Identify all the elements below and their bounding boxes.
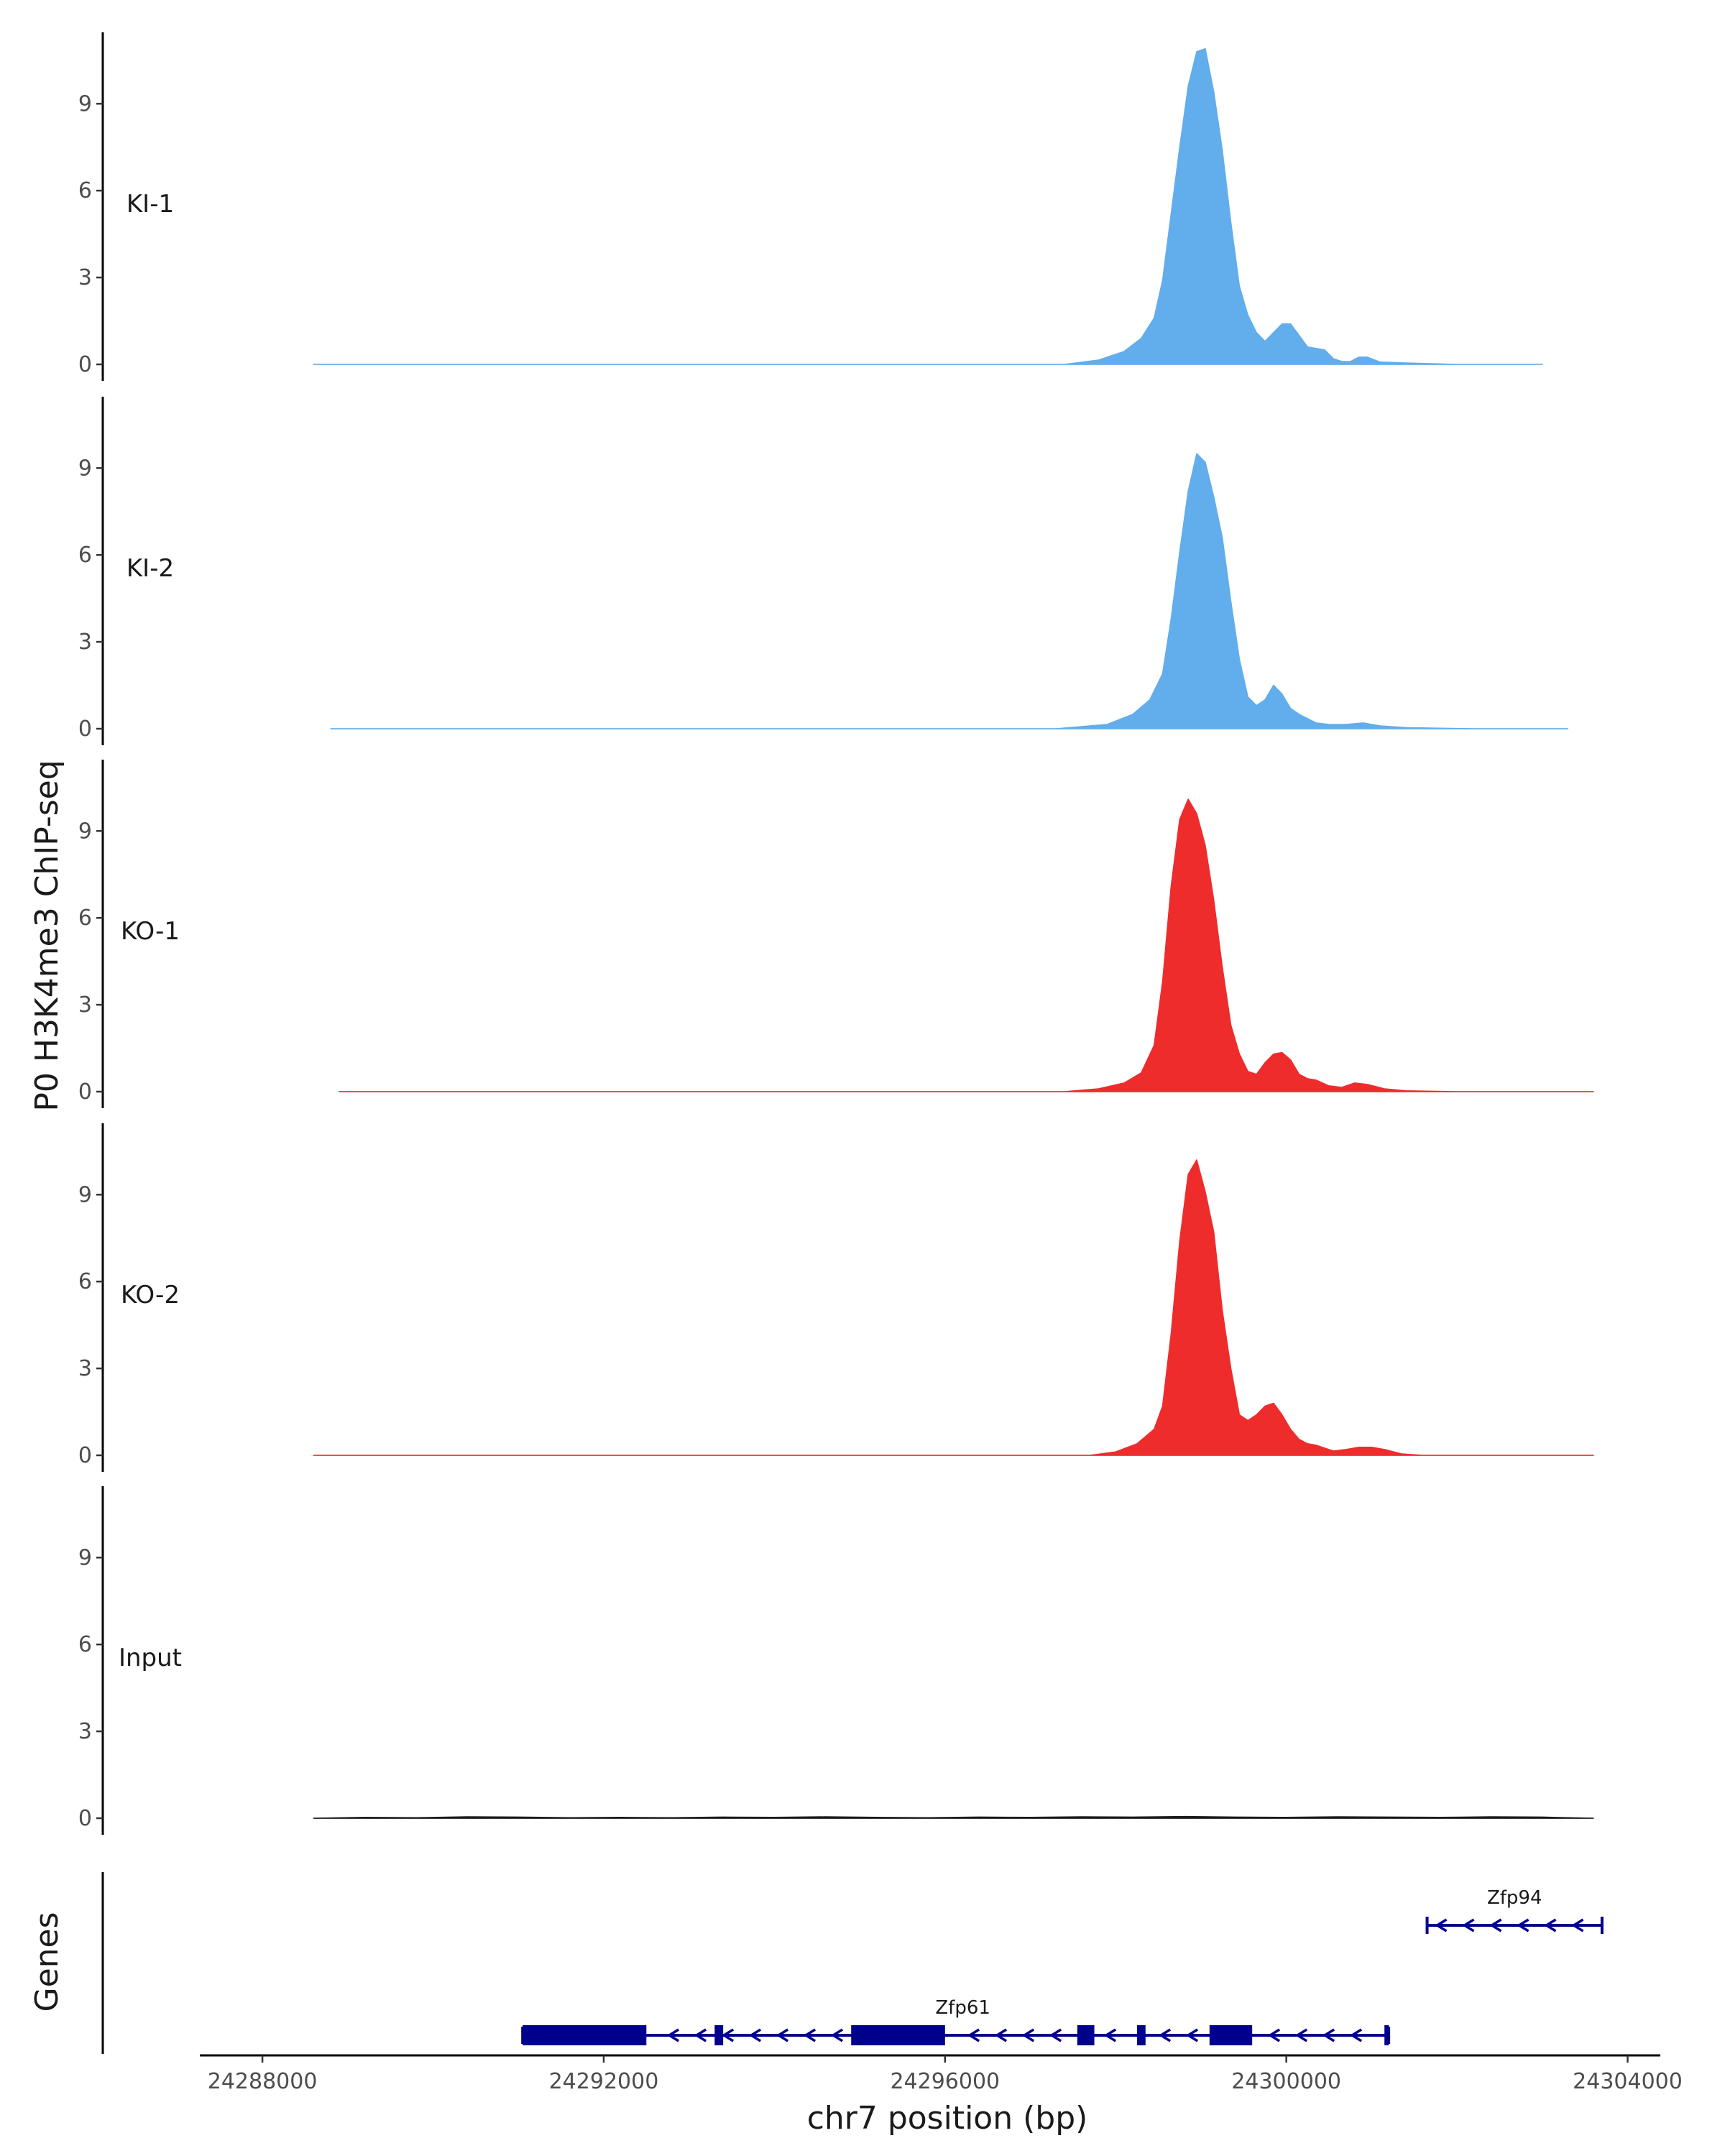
y-tick-label: 3 — [78, 265, 92, 290]
y-tick-label: 6 — [78, 906, 92, 931]
exon-block — [523, 2025, 647, 2045]
track-ki-1: 0 3 6 9 KI-1 — [78, 32, 1543, 381]
genes-axis-title: Genes — [29, 1912, 65, 2012]
strand-arrow — [776, 2028, 789, 2042]
strand-arrow — [1294, 2028, 1308, 2042]
strand-arrow — [1103, 2028, 1117, 2042]
y-tick-label: 6 — [78, 1632, 92, 1657]
strand-arrow — [694, 2028, 707, 2042]
y-tick-label: 0 — [78, 717, 92, 742]
strand-arrow — [967, 2028, 980, 2042]
strand-arrow — [1185, 2028, 1199, 2042]
signal-area — [313, 47, 1543, 365]
y-tick-label: 9 — [78, 91, 92, 116]
strand-arrow — [803, 2028, 816, 2042]
strand-arrow — [994, 2028, 1008, 2042]
strand-arrow — [666, 2028, 680, 2042]
track-label: KI-1 — [126, 190, 174, 218]
signal-area — [313, 1815, 1594, 1819]
y-tick-label: 9 — [78, 1545, 92, 1570]
gene-zfp94: Zfp94 — [1425, 1887, 1604, 1934]
track-label: KO-2 — [121, 1281, 180, 1309]
y-tick-label: 3 — [78, 1719, 92, 1744]
x-tick-label: 24300000 — [1231, 2069, 1341, 2094]
track-label: KO-1 — [121, 917, 180, 946]
track-label: Input — [119, 1644, 182, 1672]
exon-block — [1136, 2025, 1146, 2045]
x-axis-title: chr7 position (bp) — [807, 2100, 1088, 2137]
strand-arrow — [1517, 1918, 1530, 1932]
x-tick-label: 24304000 — [1573, 2069, 1683, 2094]
strand-arrow — [1021, 2028, 1035, 2042]
track-ko-1: 0 3 6 9 KO-1 — [78, 760, 1594, 1108]
strand-arrow — [830, 2028, 844, 2042]
y-tick-label: 0 — [78, 352, 92, 377]
y-tick-label: 0 — [78, 1443, 92, 1468]
y-axis-title: P0 H3K4me3 ChIP-seq — [29, 760, 65, 1111]
track-ki-2: 0 3 6 9 KI-2 — [78, 397, 1569, 745]
tracks-layer: 0 3 6 9 KI-1 0 3 6 9 KI-2 0 3 6 9 KO-1 0 3 6 9 KO-2 0 3 6 9 Inpu… — [78, 32, 1594, 1835]
track-input: 0 3 6 9 Input — [78, 1486, 1594, 1835]
exon-block — [1077, 2025, 1095, 2045]
strand-arrow — [748, 2028, 762, 2042]
y-tick-label: 9 — [78, 1182, 92, 1207]
y-tick-label: 6 — [78, 543, 92, 568]
track-label: KI-2 — [126, 554, 174, 583]
strand-arrow — [1462, 1918, 1475, 1932]
strand-arrow — [1571, 1918, 1584, 1932]
strand-arrow — [1267, 2028, 1281, 2042]
gene-label: Zfp94 — [1487, 1887, 1542, 1909]
track-ko-2: 0 3 6 9 KO-2 — [78, 1123, 1594, 1472]
genes-layer: Zfp61 Zfp94 — [101, 1872, 1604, 2054]
y-tick-label: 3 — [78, 630, 92, 655]
gene-label: Zfp61 — [935, 1997, 990, 2019]
x-tick-label: 24296000 — [890, 2069, 1000, 2094]
signal-area — [330, 453, 1569, 729]
y-tick-label: 3 — [78, 1356, 92, 1381]
exon-block — [1384, 2025, 1389, 2045]
signal-area — [339, 798, 1594, 1092]
y-tick-label: 6 — [78, 1269, 92, 1294]
strand-arrow — [1349, 2028, 1363, 2042]
gene-zfp61: Zfp61 — [521, 1997, 1391, 2045]
y-tick-label: 9 — [78, 456, 92, 481]
y-tick-label: 9 — [78, 819, 92, 844]
y-tick-label: 6 — [78, 178, 92, 203]
y-tick-label: 3 — [78, 992, 92, 1018]
strand-arrow — [1322, 2028, 1335, 2042]
y-tick-label: 0 — [78, 1079, 92, 1105]
strand-arrow — [721, 2028, 735, 2042]
exon-block — [714, 2025, 724, 2045]
strand-arrow — [1435, 1918, 1448, 1932]
x-tick-label: 24288000 — [208, 2069, 318, 2094]
y-tick-label: 0 — [78, 1806, 92, 1831]
x-tick-label: 24292000 — [549, 2069, 659, 2094]
signal-area — [313, 1159, 1594, 1456]
strand-arrow — [1489, 1918, 1502, 1932]
exon-block — [1209, 2025, 1253, 2045]
exon-block — [851, 2025, 945, 2045]
strand-arrow — [1544, 1918, 1557, 1932]
strand-arrow — [1049, 2028, 1062, 2042]
strand-arrow — [1158, 2028, 1172, 2042]
x-axis: 24288000 24292000 24296000 24300000 24304000 — [200, 2054, 1683, 2094]
